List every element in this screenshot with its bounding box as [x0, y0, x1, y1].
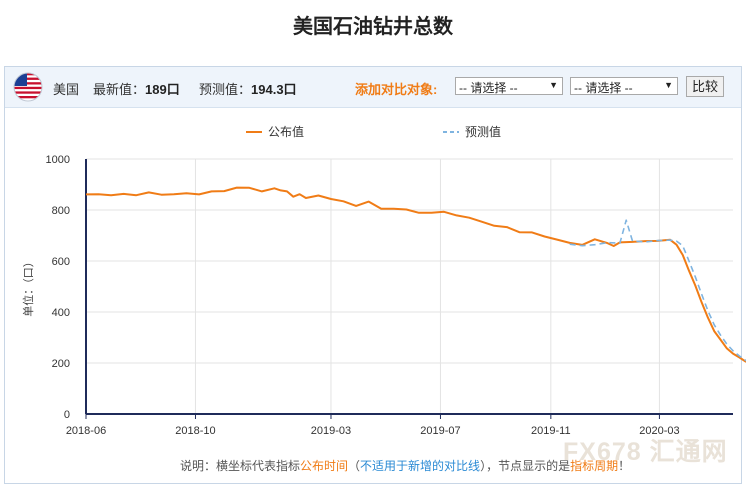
y-tick-label: 0 [64, 409, 70, 421]
page-title: 美国石油钻井总数 [293, 16, 453, 38]
compare-select-2-value: -- 请选择 -- [574, 81, 633, 95]
info-bar: 美国 最新值：189口 预测值：194.3口 添加对比对象: -- 请选择 --… [5, 67, 741, 108]
y-tick-label: 200 [52, 358, 70, 370]
y-tick-label: 1000 [46, 154, 70, 166]
compare-select-2[interactable]: -- 请选择 -- ▼ [570, 77, 678, 95]
compare-select-1[interactable]: -- 请选择 -- ▼ [455, 77, 563, 95]
x-tick-label: 2019-03 [311, 425, 351, 437]
country-label: 美国 [53, 82, 80, 97]
x-tick-label: 2020-03 [639, 425, 679, 437]
watermark-logo: FX678 汇通网 [563, 438, 728, 466]
legend-label-actual: 公布值 [268, 124, 304, 139]
y-tick-label: 400 [52, 307, 70, 319]
footnote: 说明：横坐标代表指标公布时间（不适用于新增的对比线），节点显示的是指标周期！ [180, 459, 631, 473]
compare-label: 添加对比对象: [355, 82, 438, 97]
x-tick-label: 2019-11 [531, 425, 571, 437]
latest-value: 最新值：189口 [93, 82, 180, 97]
compare-select-1-value: -- 请选择 -- [459, 81, 518, 95]
dropdown-arrow-icon: ▼ [549, 80, 558, 90]
x-tick-label: 2018-10 [175, 425, 215, 437]
us-flag-icon [13, 72, 43, 102]
compare-button[interactable]: 比较 [686, 76, 724, 97]
y-tick-label: 800 [52, 205, 70, 217]
y-axis-label: 单位：（口） [21, 256, 35, 317]
x-tick-label: 2019-07 [420, 425, 460, 437]
dropdown-arrow-icon: ▼ [664, 80, 673, 90]
x-tick-label: 2018-06 [66, 425, 106, 437]
legend-label-forecast: 预测值 [465, 124, 501, 139]
forecast-value: 预测值：194.3口 [199, 82, 297, 97]
y-tick-label: 600 [52, 256, 70, 268]
actual-series-line [85, 186, 746, 363]
